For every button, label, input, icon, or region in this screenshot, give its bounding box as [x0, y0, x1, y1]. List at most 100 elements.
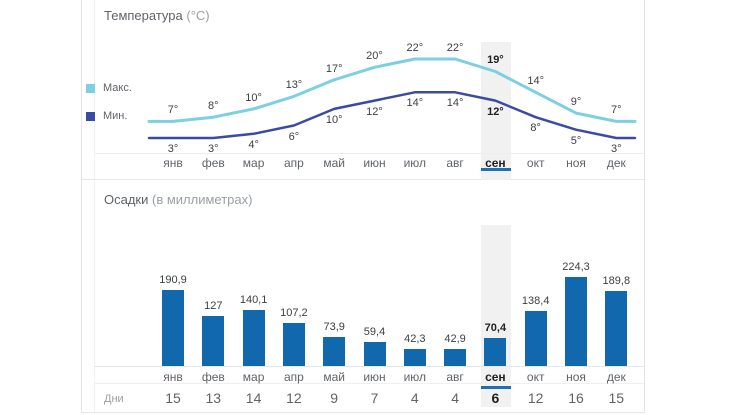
selected-month-indicator	[481, 168, 511, 171]
precip-bar-авг[interactable]	[444, 348, 467, 366]
temp-label-max-мар: 10°	[245, 91, 262, 104]
precip-bar-фев[interactable]	[202, 315, 225, 366]
month-tab-top-фев[interactable]: фев	[201, 156, 225, 170]
precip-bar-май[interactable]	[323, 336, 346, 366]
month-tab-top-окт[interactable]: окт	[526, 156, 545, 170]
section-divider	[82, 179, 644, 180]
rainy-days-июл: 4	[410, 390, 419, 406]
temp-label-max-сен: 19°	[487, 54, 504, 67]
climate-card: Температура (°C) Макс. Мин. Осадки (в ми…	[81, 0, 645, 413]
temp-label-max-дек: 7°	[611, 104, 622, 117]
temp-label-min-май: 10°	[325, 113, 343, 126]
temperature-section-title: Температура (°C)	[104, 8, 210, 23]
temp-label-max-май: 17°	[325, 62, 343, 75]
precip-value-фев: 127	[204, 299, 223, 312]
legend-item-max: Макс.	[86, 82, 132, 94]
month-tab-bottom-сен[interactable]: сен	[485, 370, 506, 384]
month-tab-top-авг[interactable]: авг	[446, 156, 464, 170]
precip-value-дек: 189,8	[602, 274, 631, 287]
legend-item-min: Мин.	[86, 110, 127, 122]
rainy-days-ноя: 16	[568, 390, 584, 406]
precip-value-апр: 107,2	[280, 307, 308, 320]
rainy-days-апр: 12	[286, 390, 302, 406]
month-tab-top-июл[interactable]: июл	[403, 156, 427, 170]
month-tab-bottom-фев[interactable]: фев	[201, 370, 225, 384]
temp-label-min-июл: 14°	[406, 97, 424, 110]
temp-label-min-сен: 12°	[487, 105, 504, 118]
precip-bar-июн[interactable]	[363, 342, 386, 366]
month-tab-bottom-ноя[interactable]: ноя	[566, 370, 586, 384]
temp-label-min-авг: 14°	[446, 97, 464, 110]
temp-label-min-фев: 3°	[208, 143, 219, 155]
precip-bar-мар[interactable]	[242, 310, 265, 366]
temp-label-max-янв: 7°	[167, 104, 179, 117]
temp-label-max-фев: 8°	[208, 100, 219, 113]
precip-bar-дек[interactable]	[605, 290, 628, 366]
month-tab-bottom-апр[interactable]: апр	[283, 370, 304, 384]
card-inner-edge	[94, 0, 95, 412]
precip-bar-ноя[interactable]	[565, 276, 587, 366]
month-tab-bottom-июл[interactable]: июл	[403, 370, 427, 384]
month-tab-bottom-окт[interactable]: окт	[526, 370, 545, 384]
precip-value-янв: 190,9	[159, 274, 187, 287]
precip-bar-сен[interactable]	[484, 338, 507, 366]
temperature-lines	[147, 57, 637, 140]
temp-label-min-ноя: 5°	[570, 134, 582, 147]
temp-label-max-ноя: 9°	[570, 96, 582, 109]
precip-bar-янв[interactable]	[162, 290, 184, 366]
temp-label-min-мар: 4°	[248, 138, 259, 151]
selected-month-indicator	[481, 386, 511, 389]
rainy-days-июн: 7	[370, 390, 379, 406]
temperature-title-text: Температура	[104, 8, 183, 23]
precipitation-title-text: Осадки	[104, 192, 149, 207]
rainy-days-дек: 15	[608, 390, 625, 406]
month-tab-bottom-янв[interactable]: янв	[163, 370, 183, 384]
temp-label-min-янв: 3°	[167, 143, 179, 155]
month-tab-bottom-авг[interactable]: авг	[446, 370, 464, 384]
temp-label-max-июн: 20°	[366, 50, 383, 63]
month-tab-top-май[interactable]: май	[323, 156, 346, 170]
temp-label-min-июн: 12°	[366, 105, 383, 118]
precip-value-авг: 42,9	[444, 332, 466, 345]
month-tab-bottom-мар[interactable]: мар	[242, 370, 265, 384]
rainy-days-янв: 15	[165, 390, 181, 406]
month-tab-bottom-июн[interactable]: июн	[363, 370, 386, 384]
rainy-days-окт: 12	[527, 390, 544, 406]
precip-bar-апр[interactable]	[282, 323, 305, 366]
precip-value-сен: 70,4	[484, 322, 507, 335]
precip-bar-июл[interactable]	[403, 349, 426, 366]
temp-label-max-апр: 13°	[285, 79, 303, 92]
max-series-swatch-icon	[86, 83, 95, 93]
month-tab-top-ноя[interactable]: ноя	[566, 156, 586, 170]
max-temperature-line	[147, 57, 637, 123]
precip-value-май: 73,9	[323, 320, 345, 333]
precip-value-мар: 140,1	[239, 294, 268, 307]
month-tab-top-сен[interactable]: сен	[485, 156, 506, 170]
max-series-label: Макс.	[103, 82, 132, 94]
month-tab-top-янв[interactable]: янв	[163, 156, 183, 170]
temp-label-max-окт: 14°	[527, 75, 545, 88]
precipitation-section-title: Осадки (в миллиметрах)	[104, 192, 252, 207]
month-tab-top-мар[interactable]: мар	[242, 156, 265, 170]
temp-label-min-окт: 8°	[530, 122, 541, 135]
month-tab-top-апр[interactable]: апр	[283, 156, 304, 170]
temp-label-min-дек: 3°	[611, 143, 622, 155]
days-row-label: Дни	[104, 393, 124, 405]
min-series-swatch-icon	[86, 111, 95, 121]
month-tab-bottom-дек[interactable]: дек	[606, 370, 626, 384]
rainy-days-авг: 4	[451, 390, 459, 406]
temp-label-max-июл: 22°	[406, 42, 424, 54]
precip-value-ноя: 224,3	[562, 260, 590, 273]
precip-bar-окт[interactable]	[524, 311, 547, 366]
rainy-days-сен: 6	[491, 390, 500, 406]
temp-label-min-апр: 6°	[288, 130, 300, 143]
month-tab-bottom-май[interactable]: май	[323, 370, 346, 384]
month-tab-top-дек[interactable]: дек	[606, 156, 626, 170]
month-tab-top-июн[interactable]: июн	[363, 156, 386, 170]
rainy-days-мар: 14	[245, 390, 262, 406]
temp-label-max-авг: 22°	[446, 42, 464, 54]
selected-month-band	[481, 42, 511, 180]
days-separator-line	[94, 383, 644, 384]
temperature-title-unit: (°C)	[186, 8, 210, 23]
